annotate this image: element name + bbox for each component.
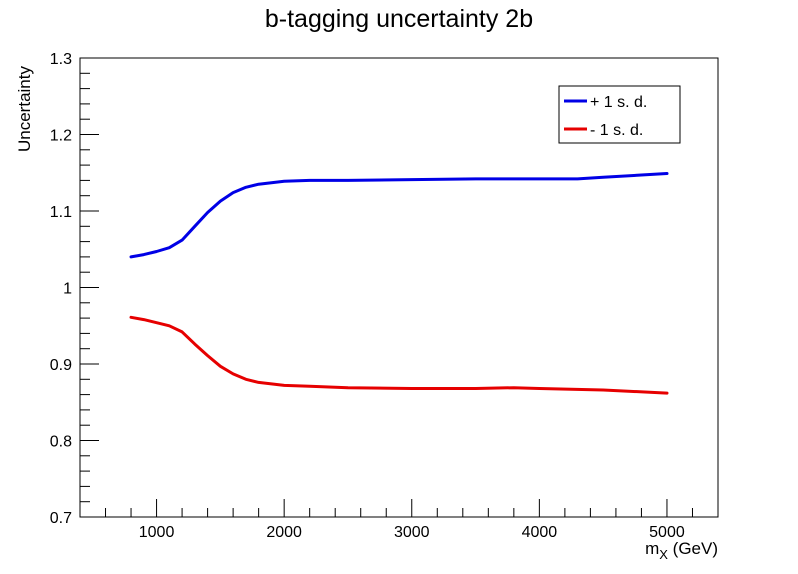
- x-axis-label-unit: (GeV): [668, 539, 718, 558]
- x-axis-label-main: m: [645, 539, 659, 558]
- series-line-plus: [129, 172, 669, 259]
- y-tick-label: 1.2: [50, 128, 72, 145]
- y-tick-label: 0.7: [50, 510, 72, 527]
- y-axis-label: Uncertainty: [15, 66, 34, 152]
- x-axis-ticks: [79, 499, 719, 517]
- chart-title: b-tagging uncertainty 2b: [265, 5, 533, 33]
- x-axis-label: mX (GeV): [645, 539, 718, 562]
- y-tick-label: 1.3: [50, 51, 72, 68]
- x-axis-tick-labels: 1000 2000 3000 4000 5000: [139, 524, 685, 541]
- y-axis-tick-labels: 0.7 0.8 0.9 1 1.1 1.2 1.3: [50, 51, 72, 527]
- y-tick-label: 1: [63, 281, 72, 298]
- legend-label-minus: - 1 s. d.: [590, 122, 643, 139]
- series-line-minus: [129, 315, 669, 395]
- legend: + 1 s. d. - 1 s. d.: [558, 85, 681, 144]
- y-axis-ticks: [80, 57, 99, 518]
- x-axis-label-sub: X: [659, 547, 668, 562]
- series-lines: [129, 172, 669, 395]
- y-tick-label: 1.1: [50, 204, 72, 221]
- legend-box: [558, 85, 681, 144]
- x-tick-label: 1000: [139, 524, 175, 541]
- x-tick-label: 2000: [266, 524, 302, 541]
- y-tick-label: 0.9: [50, 357, 72, 374]
- y-tick-label: 0.8: [50, 434, 72, 451]
- legend-label-plus: + 1 s. d.: [590, 94, 647, 111]
- x-tick-label: 3000: [394, 524, 430, 541]
- x-tick-label: 4000: [522, 524, 558, 541]
- x-tick-label: 5000: [649, 524, 685, 541]
